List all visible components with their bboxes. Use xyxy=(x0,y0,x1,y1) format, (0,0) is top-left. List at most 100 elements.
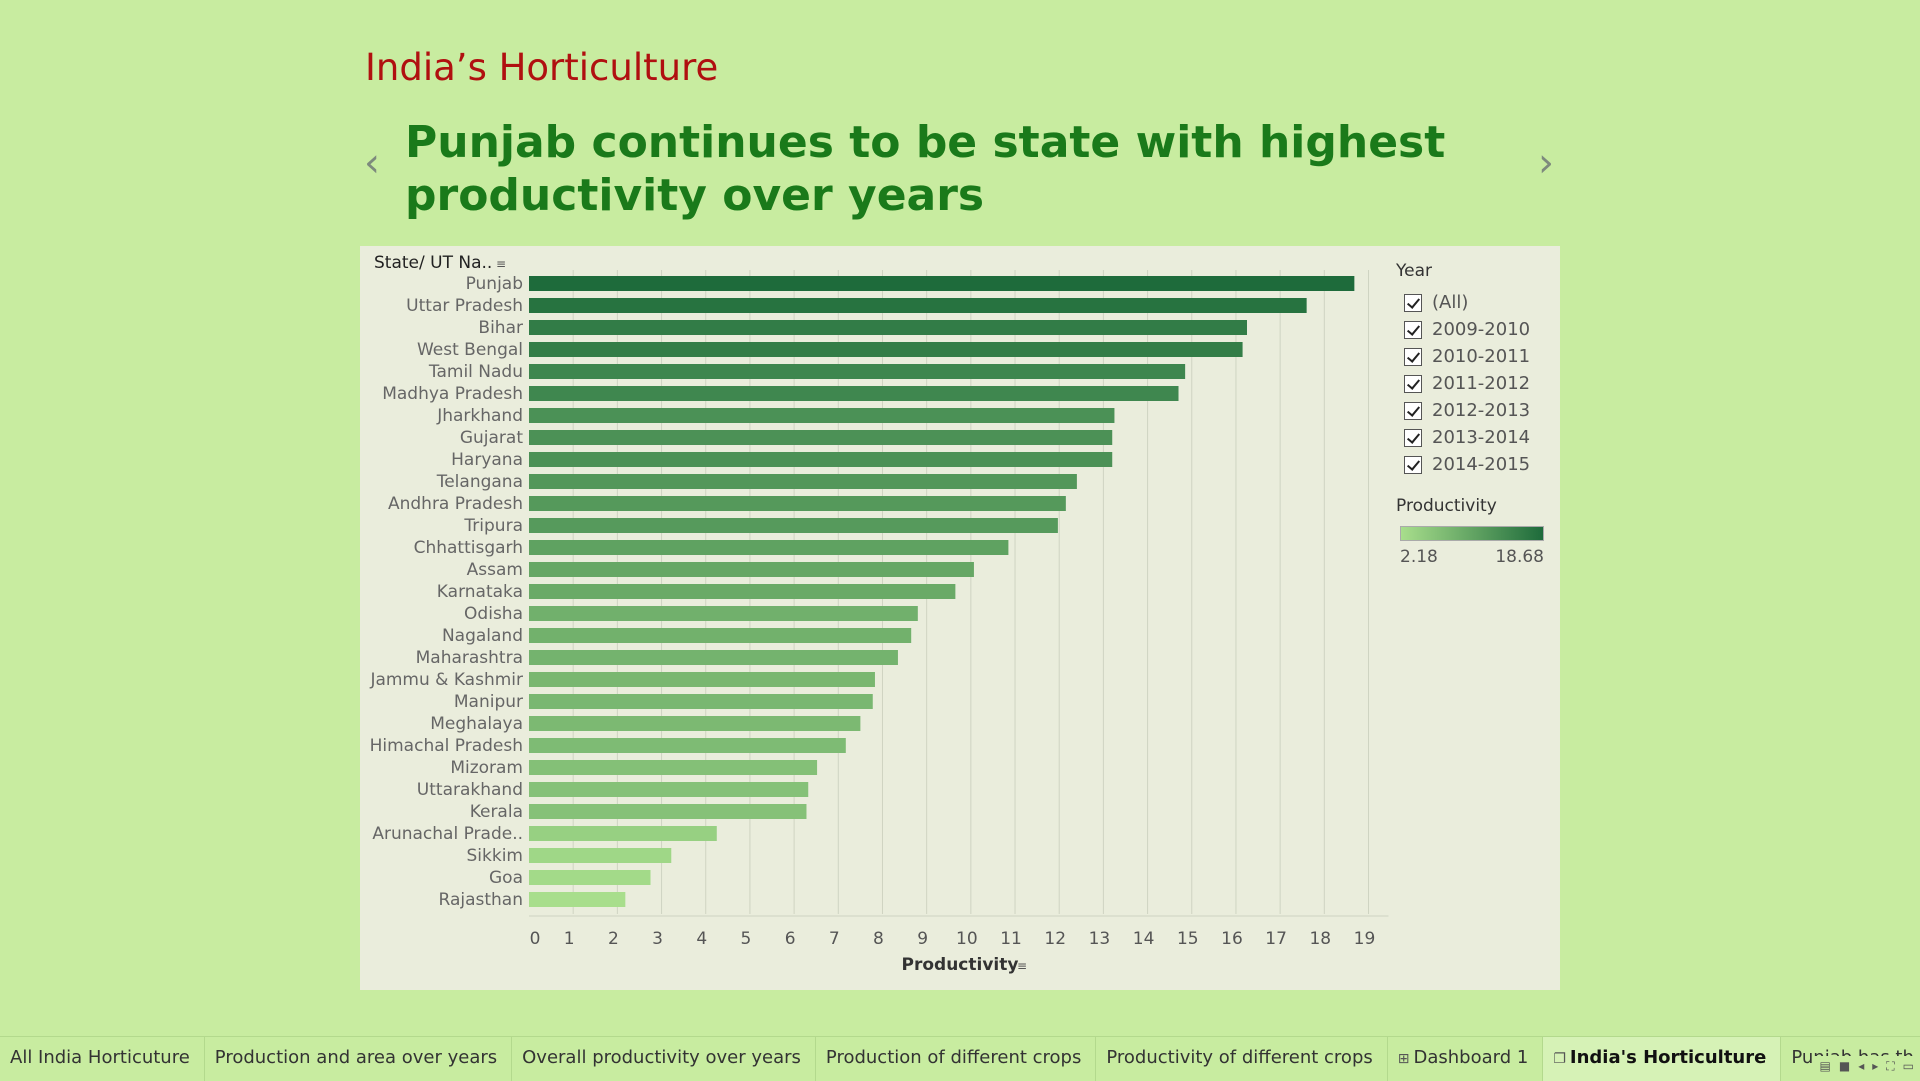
category-label: Uttarakhand xyxy=(417,780,523,800)
scroll-right-icon[interactable]: ▸ xyxy=(1872,1059,1878,1073)
year-filter-label: 2011-2012 xyxy=(1432,373,1530,394)
sheet-tab[interactable]: ⊞Dashboard 1 xyxy=(1388,1037,1544,1081)
checkbox-checked-icon[interactable] xyxy=(1404,429,1422,447)
year-filter-item[interactable]: (All) xyxy=(1396,289,1556,316)
story-caption: Punjab continues to be state with highes… xyxy=(405,116,1485,222)
bar[interactable] xyxy=(529,562,974,577)
bar[interactable] xyxy=(529,276,1354,291)
category-label: Punjab xyxy=(466,274,523,294)
bar[interactable] xyxy=(529,738,846,753)
bar[interactable] xyxy=(529,826,717,841)
category-label: Jharkhand xyxy=(436,406,523,426)
y-axis-header: State/ UT Na.. xyxy=(374,253,492,273)
bar[interactable] xyxy=(529,804,806,819)
bar[interactable] xyxy=(529,694,873,709)
bar[interactable] xyxy=(529,320,1247,335)
sheet-tab-label: Productivity of different crops xyxy=(1106,1047,1372,1068)
sheet-tab[interactable]: Productivity of different crops xyxy=(1096,1037,1387,1081)
checkbox-checked-icon[interactable] xyxy=(1404,321,1422,339)
year-filter-item[interactable]: 2013-2014 xyxy=(1396,424,1556,451)
chevron-right-icon[interactable]: › xyxy=(1526,143,1566,183)
year-filter-label: 2012-2013 xyxy=(1432,400,1530,421)
bar[interactable] xyxy=(529,518,1058,533)
bar[interactable] xyxy=(529,716,860,731)
category-label: Manipur xyxy=(454,692,523,712)
thumbnail-view-icon[interactable]: ▤ xyxy=(1820,1059,1831,1073)
filmstrip-icon[interactable]: ■ xyxy=(1839,1059,1850,1073)
year-filter-label: 2013-2014 xyxy=(1432,427,1530,448)
x-tick-label: 11 xyxy=(1000,929,1022,949)
bar[interactable] xyxy=(529,298,1307,313)
x-tick-label: 5 xyxy=(741,929,752,949)
fullscreen-icon[interactable]: ⛶ xyxy=(1886,1059,1894,1074)
bar[interactable] xyxy=(529,628,911,643)
x-tick-label: 15 xyxy=(1177,929,1199,949)
presentation-icon[interactable]: ▭ xyxy=(1903,1059,1914,1073)
category-label: Tamil Nadu xyxy=(428,362,523,382)
sheet-tab[interactable]: Overall productivity over years xyxy=(512,1037,816,1081)
bar[interactable] xyxy=(529,364,1185,379)
bar[interactable] xyxy=(529,386,1179,401)
sort-icon: ≡ xyxy=(1017,959,1027,973)
bar[interactable] xyxy=(529,540,1008,555)
bar[interactable] xyxy=(529,584,955,599)
year-filter-label: 2010-2011 xyxy=(1432,346,1530,367)
bar[interactable] xyxy=(529,782,808,797)
bar[interactable] xyxy=(529,848,671,863)
year-filter-item[interactable]: 2011-2012 xyxy=(1396,370,1556,397)
bar[interactable] xyxy=(529,870,651,885)
checkbox-checked-icon[interactable] xyxy=(1404,348,1422,366)
x-tick-label: 9 xyxy=(917,929,928,949)
category-label: Maharashtra xyxy=(416,648,523,668)
story-title: India’s Horticulture xyxy=(365,46,718,89)
x-tick-label: 7 xyxy=(829,929,840,949)
checkbox-checked-icon[interactable] xyxy=(1404,294,1422,312)
year-filter-label: 2009-2010 xyxy=(1432,319,1530,340)
bar[interactable] xyxy=(529,496,1066,511)
chevron-left-icon[interactable]: ‹ xyxy=(352,143,392,183)
sheet-tab-bar: All India Horticuture Production and area… xyxy=(0,1036,1920,1081)
sheet-tab[interactable]: Production of different crops xyxy=(816,1037,1096,1081)
year-filter-item[interactable]: 2014-2015 xyxy=(1396,451,1556,478)
bar[interactable] xyxy=(529,606,918,621)
bar[interactable] xyxy=(529,892,625,907)
sheet-tab-label: India's Horticulture xyxy=(1570,1047,1766,1068)
bar[interactable] xyxy=(529,430,1112,445)
category-label: Arunachal Prade.. xyxy=(372,824,523,844)
checkbox-checked-icon[interactable] xyxy=(1404,456,1422,474)
sheet-tab[interactable]: All India Horticuture xyxy=(0,1037,205,1081)
x-tick-label: 8 xyxy=(873,929,884,949)
checkbox-checked-icon[interactable] xyxy=(1404,402,1422,420)
category-label: Tripura xyxy=(463,516,523,536)
sheet-tab[interactable]: ❐India's Horticulture xyxy=(1543,1037,1781,1081)
sheet-tab[interactable]: Production and area over years xyxy=(205,1037,512,1081)
scroll-left-icon[interactable]: ◂ xyxy=(1858,1059,1864,1073)
category-label: Sikkim xyxy=(467,846,524,866)
category-label: Gujarat xyxy=(460,428,523,448)
sheet-tab-label: Production and area over years xyxy=(215,1047,497,1068)
category-label: Jammu & Kashmir xyxy=(369,670,523,690)
x-tick-label: 14 xyxy=(1133,929,1155,949)
bar[interactable] xyxy=(529,760,817,775)
year-filter-item[interactable]: 2012-2013 xyxy=(1396,397,1556,424)
bar[interactable] xyxy=(529,408,1114,423)
year-filter-item[interactable]: 2010-2011 xyxy=(1396,343,1556,370)
ramp-min-label: 2.18 xyxy=(1400,547,1438,567)
x-tick-label: 18 xyxy=(1309,929,1331,949)
bar[interactable] xyxy=(529,342,1243,357)
bar[interactable] xyxy=(529,650,898,665)
year-filter-item[interactable]: 2009-2010 xyxy=(1396,316,1556,343)
category-label: Chhattisgarh xyxy=(414,538,523,558)
category-label: Nagaland xyxy=(442,626,523,646)
bar[interactable] xyxy=(529,672,875,687)
bar[interactable] xyxy=(529,452,1112,467)
sort-icon: ≡ xyxy=(496,257,506,271)
legend-panel: Year (All) 2009-2010 2010-2011 2011-2012 201… xyxy=(1396,261,1556,567)
x-tick-label: 12 xyxy=(1044,929,1066,949)
year-filter-title: Year xyxy=(1396,261,1556,281)
checkbox-checked-icon[interactable] xyxy=(1404,375,1422,393)
category-label: Karnataka xyxy=(437,582,523,602)
bar[interactable] xyxy=(529,474,1077,489)
tab-navigation-controls: ▤ ■ ◂ ▸ ⛶ ▭ xyxy=(1814,1056,1920,1076)
